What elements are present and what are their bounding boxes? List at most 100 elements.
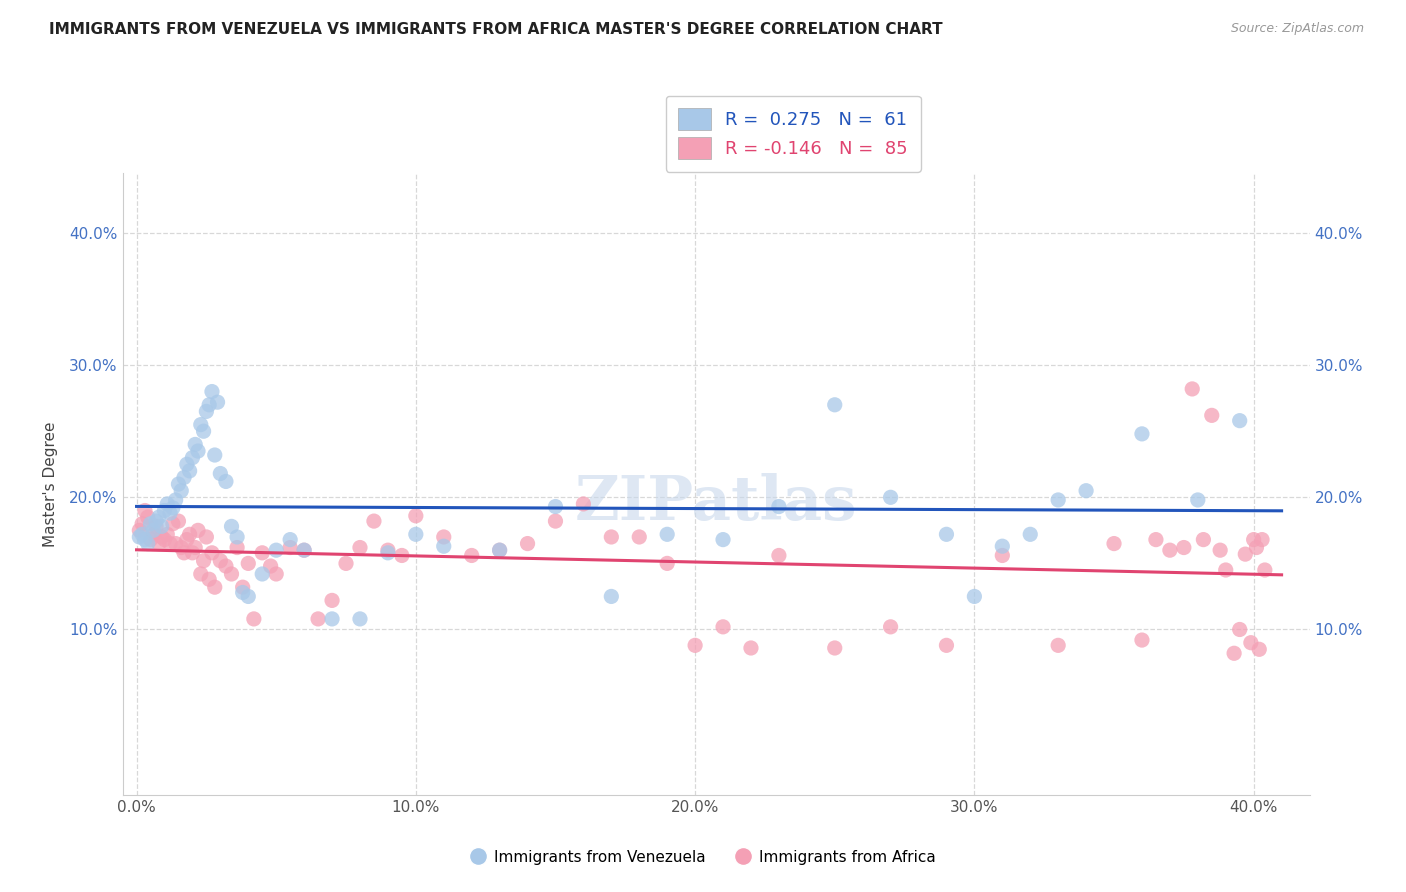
Point <box>1159 543 1181 558</box>
Point <box>162 500 184 515</box>
Point <box>156 527 179 541</box>
Point <box>1130 426 1153 441</box>
Point <box>321 612 343 626</box>
Point <box>1209 543 1232 558</box>
Point <box>363 514 385 528</box>
Point <box>150 530 173 544</box>
Point <box>335 557 357 571</box>
Point <box>139 516 162 531</box>
Point <box>226 541 249 555</box>
Point <box>349 612 371 626</box>
Point <box>215 559 238 574</box>
Point <box>1047 638 1070 652</box>
Point <box>142 527 165 541</box>
Point <box>193 554 215 568</box>
Point <box>600 530 623 544</box>
Point <box>232 585 254 599</box>
Point <box>1019 527 1042 541</box>
Point <box>1192 533 1215 547</box>
Point <box>391 549 413 563</box>
Y-axis label: Master's Degree: Master's Degree <box>44 421 58 547</box>
Point <box>209 467 232 481</box>
Point <box>162 516 184 531</box>
Point <box>1243 533 1265 547</box>
Text: IMMIGRANTS FROM VENEZUELA VS IMMIGRANTS FROM AFRICA MASTER'S DEGREE CORRELATION : IMMIGRANTS FROM VENEZUELA VS IMMIGRANTS … <box>49 22 943 37</box>
Point <box>198 572 221 586</box>
Point <box>156 497 179 511</box>
Point <box>181 546 204 560</box>
Point <box>1074 483 1097 498</box>
Point <box>136 510 159 524</box>
Point <box>1173 541 1195 555</box>
Point <box>159 536 181 550</box>
Point <box>221 566 243 581</box>
Point <box>167 514 190 528</box>
Point <box>184 437 207 451</box>
Point <box>167 477 190 491</box>
Point <box>134 503 156 517</box>
Point <box>165 492 187 507</box>
Point <box>153 533 176 547</box>
Point <box>600 590 623 604</box>
Point <box>488 543 510 558</box>
Point <box>377 543 399 558</box>
Point <box>131 527 153 541</box>
Point <box>179 527 201 541</box>
Point <box>238 557 260 571</box>
Point <box>768 500 790 514</box>
Point <box>252 566 274 581</box>
Point <box>204 580 226 594</box>
Point <box>190 566 212 581</box>
Point <box>159 506 181 520</box>
Point <box>187 524 209 538</box>
Point <box>252 546 274 560</box>
Point <box>176 533 198 547</box>
Point <box>278 533 301 547</box>
Point <box>259 559 281 574</box>
Point <box>148 510 170 524</box>
Point <box>1223 646 1246 660</box>
Point <box>170 483 193 498</box>
Point <box>292 543 315 558</box>
Point <box>195 530 218 544</box>
Point <box>1229 414 1251 428</box>
Point <box>1181 382 1204 396</box>
Point <box>307 612 329 626</box>
Point <box>264 543 287 558</box>
Point <box>193 424 215 438</box>
Point <box>935 638 957 652</box>
Point <box>145 519 167 533</box>
Text: ZIPatlas: ZIPatlas <box>575 473 858 533</box>
Point <box>460 549 482 563</box>
Point <box>1102 536 1125 550</box>
Point <box>190 417 212 432</box>
Point <box>377 546 399 560</box>
Point <box>134 533 156 547</box>
Point <box>1254 563 1277 577</box>
Point <box>1201 409 1223 423</box>
Point <box>349 541 371 555</box>
Point <box>173 470 195 484</box>
Point <box>292 543 315 558</box>
Point <box>176 457 198 471</box>
Point <box>142 524 165 538</box>
Point <box>232 580 254 594</box>
Point <box>544 514 567 528</box>
Legend: Immigrants from Venezuela, Immigrants from Africa: Immigrants from Venezuela, Immigrants fr… <box>464 844 942 871</box>
Point <box>711 620 734 634</box>
Point <box>657 557 679 571</box>
Point <box>150 519 173 533</box>
Point <box>170 541 193 555</box>
Point <box>824 640 846 655</box>
Point <box>243 612 266 626</box>
Point <box>1246 541 1268 555</box>
Point <box>136 536 159 550</box>
Point <box>433 530 456 544</box>
Point <box>405 527 427 541</box>
Point <box>179 464 201 478</box>
Point <box>683 638 706 652</box>
Point <box>1240 636 1263 650</box>
Point <box>1130 633 1153 648</box>
Point <box>1215 563 1237 577</box>
Point <box>198 398 221 412</box>
